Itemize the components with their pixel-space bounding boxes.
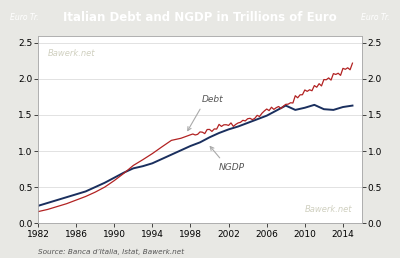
Text: Euro Tr.: Euro Tr. <box>361 13 390 22</box>
Text: Source: Banca d’Italia, Istat, Bawerk.net: Source: Banca d’Italia, Istat, Bawerk.ne… <box>38 249 184 255</box>
Text: Italian Debt and NGDP in Trillions of Euro: Italian Debt and NGDP in Trillions of Eu… <box>63 11 337 24</box>
Text: Bawerk.net: Bawerk.net <box>305 205 352 214</box>
Text: Euro Tr.: Euro Tr. <box>10 13 39 22</box>
Text: Debt: Debt <box>188 95 224 131</box>
Text: Bawerk.net: Bawerk.net <box>48 49 95 58</box>
Text: NGDP: NGDP <box>210 147 245 172</box>
